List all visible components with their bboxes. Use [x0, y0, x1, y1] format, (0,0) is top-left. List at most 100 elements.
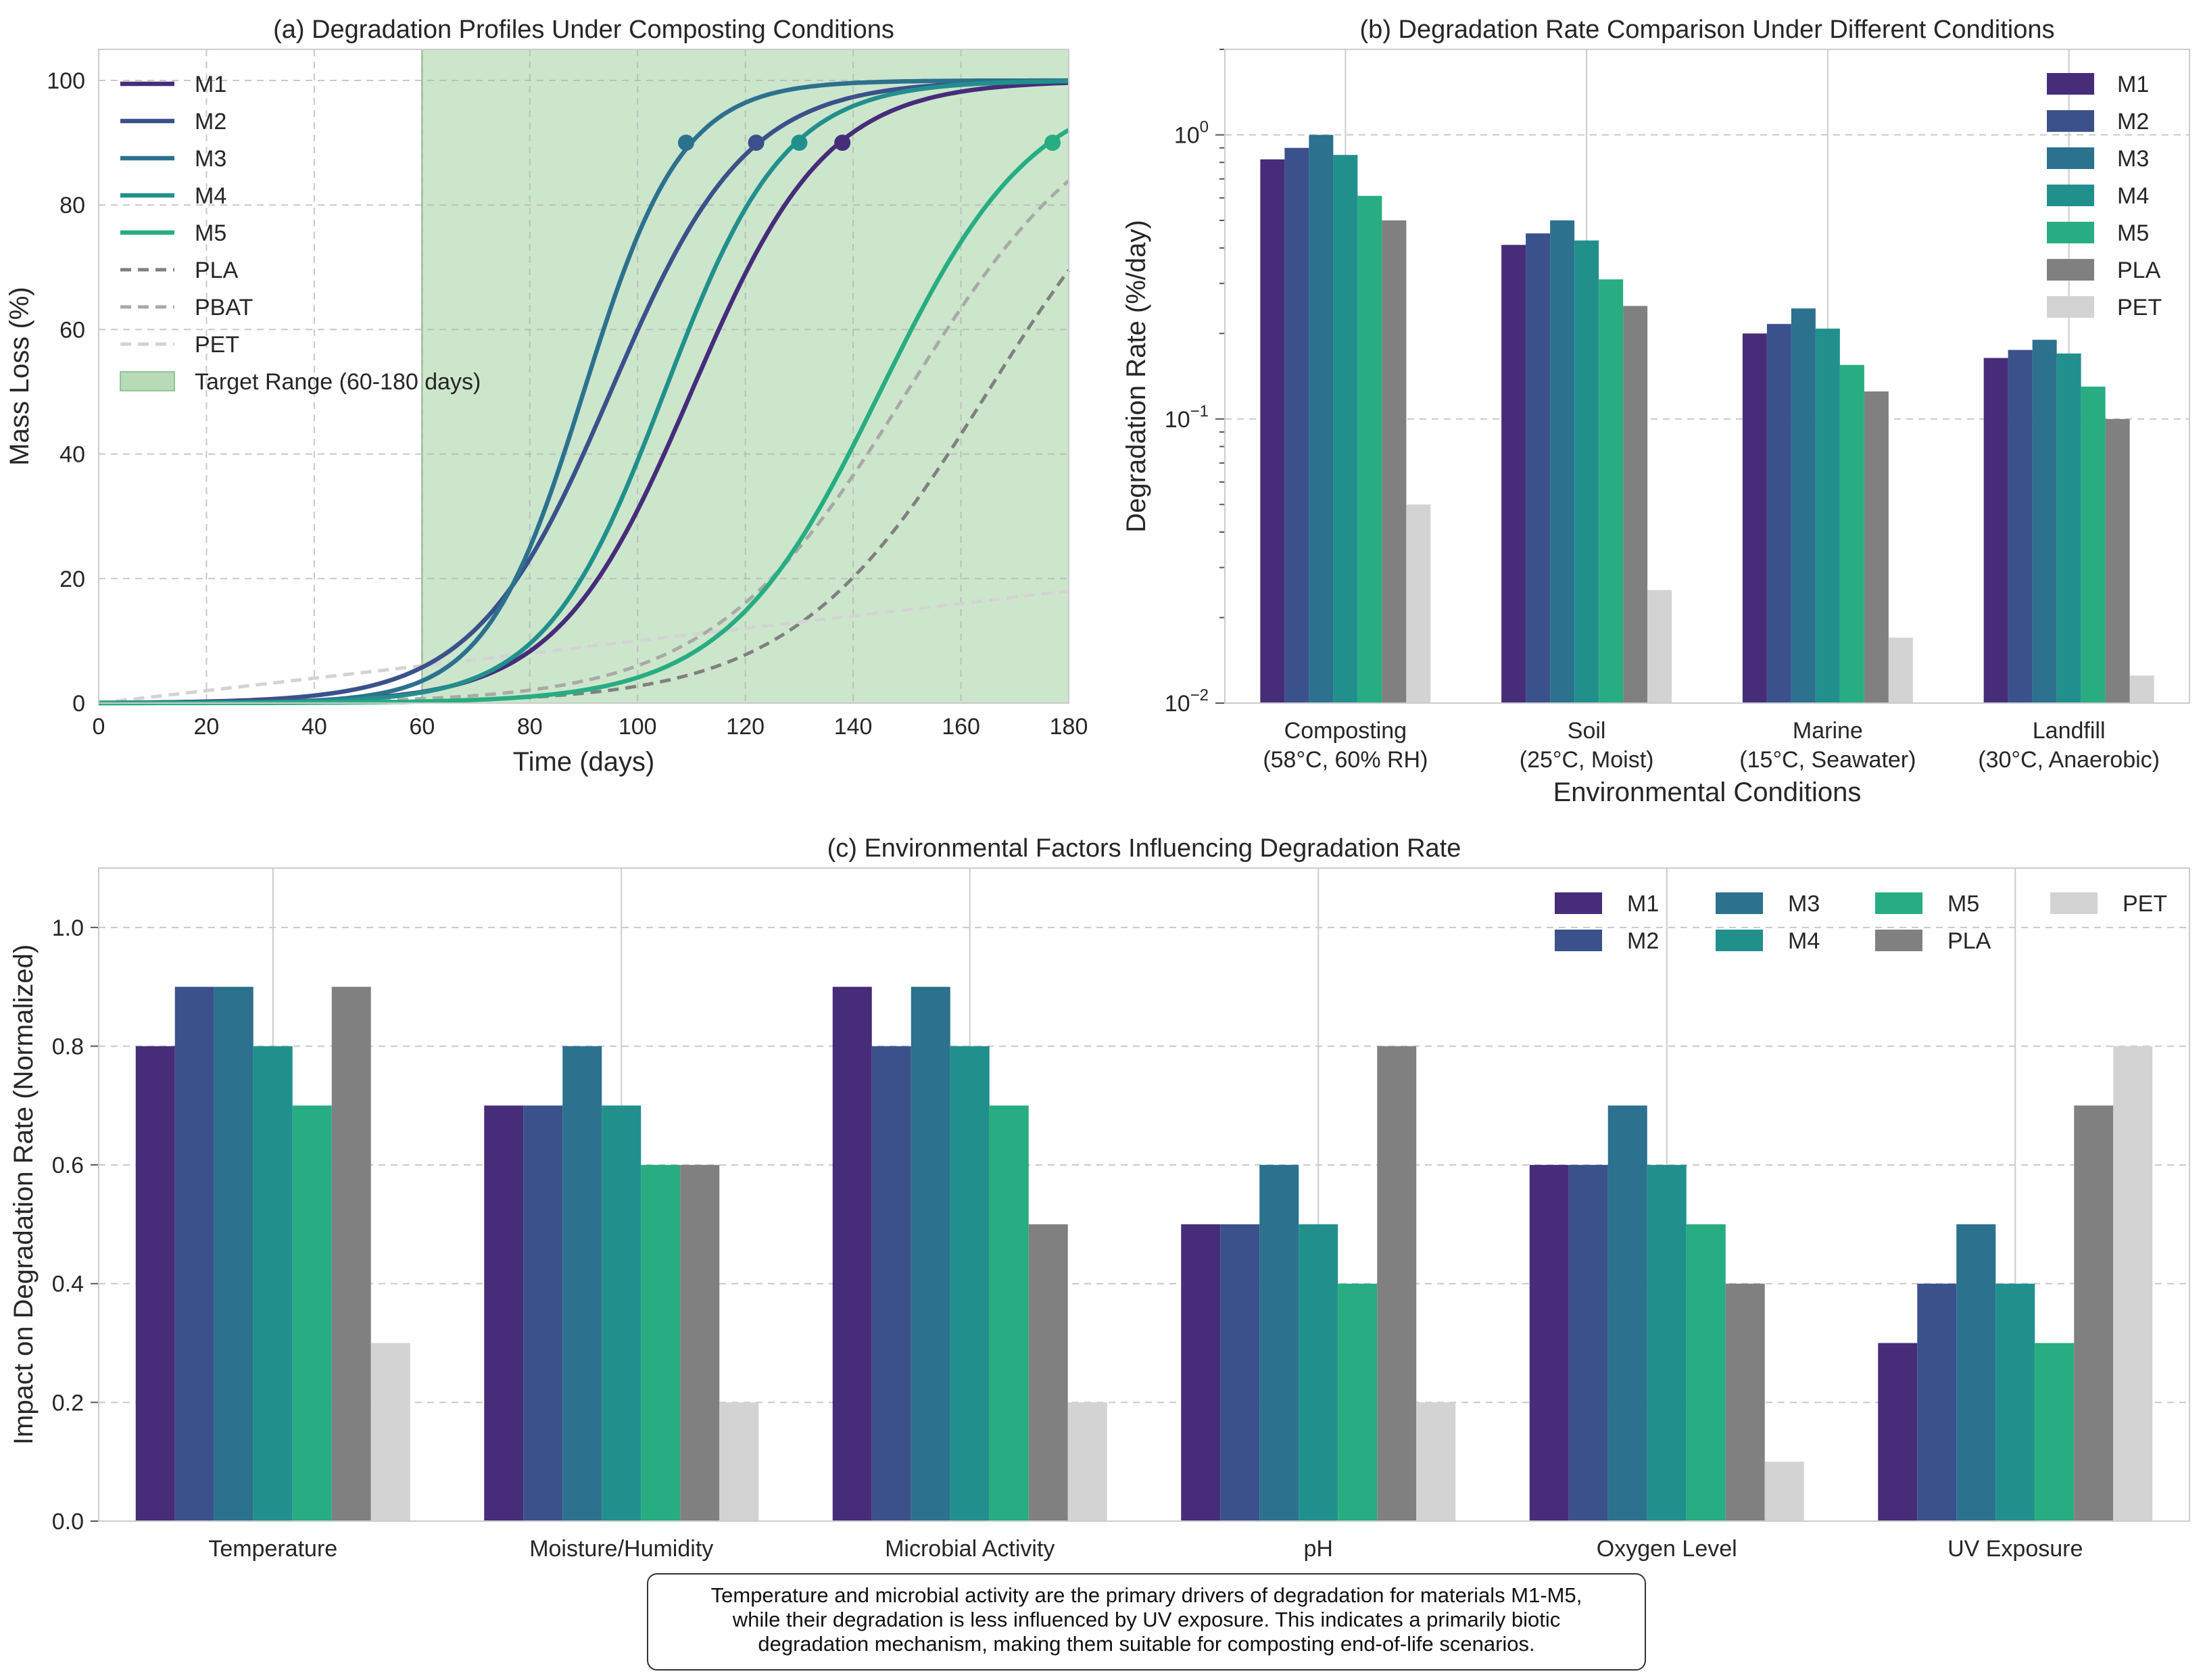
y-tick-exponent: −1 [1190, 402, 1209, 421]
legend-label-m2: M2 [1627, 928, 1659, 954]
x-tick-label: 160 [942, 714, 980, 740]
bar-m2 [871, 1046, 911, 1521]
y-tick-label: 80 [59, 193, 85, 218]
legend-swatch-target-range [120, 371, 175, 391]
bar-pla [1028, 1224, 1068, 1521]
bar-pet [2113, 1046, 2153, 1521]
y-tick-label: 0.0 [52, 1509, 84, 1535]
panel-b-bars [1260, 135, 2154, 704]
panel-a-xlabel: Time (days) [513, 747, 655, 777]
annotation-line-2: while their degradation is less influenc… [732, 1608, 1561, 1631]
legend-label-pla: PLA [1947, 928, 1991, 954]
legend-label-m1: M1 [1627, 891, 1659, 917]
bar-m2 [1568, 1165, 1608, 1521]
panel-b-frame [1224, 49, 2190, 704]
x-tick-label: Temperature [208, 1536, 337, 1562]
bar-m3 [1309, 135, 1334, 703]
y-tick-label: 20 [59, 567, 85, 592]
legend-swatch-pla [2047, 259, 2094, 281]
bar-m5 [1338, 1283, 1378, 1521]
bar-m5 [2081, 386, 2106, 703]
panel-a-frame [98, 49, 1069, 704]
bar-m4 [1647, 1165, 1687, 1521]
x-tick-label: 80 [517, 714, 543, 740]
bar-m4 [1333, 155, 1358, 704]
panel-b-legend: M1 M2 M3 M4 M5 PLA PET [2047, 72, 2162, 320]
x-tick-label: 0 [93, 714, 105, 740]
bar-pla [2074, 1105, 2114, 1521]
legend-swatch-m4 [2047, 185, 2094, 206]
x-tick-label: Composting [1284, 718, 1407, 744]
x-tick-label: (30°C, Anaerobic) [1978, 747, 2160, 773]
x-tick-label: (25°C, Moist) [1520, 747, 1654, 773]
bar-pet [1406, 504, 1431, 703]
target-range-area [422, 49, 1069, 703]
bar-m2 [1284, 147, 1309, 703]
bar-m1 [832, 986, 872, 1521]
bar-m2 [1526, 233, 1551, 704]
bar-m5 [989, 1105, 1029, 1521]
y-tick-label: 0.4 [52, 1272, 84, 1297]
panel-c-grid [99, 868, 2189, 1522]
bar-pet [1416, 1402, 1456, 1521]
legend-label-pbat: PBAT [195, 295, 253, 320]
legend-label-m1: M1 [2117, 72, 2149, 97]
legend-label-target-range: Target Range (60-180 days) [195, 369, 481, 395]
bar-pet [1764, 1462, 1804, 1521]
legend-label-m5: M5 [1947, 891, 1979, 917]
x-tick-label: UV Exposure [1947, 1536, 2083, 1562]
bar-pla [331, 986, 371, 1521]
bar-pla [1864, 391, 1889, 703]
annotation-line-1: Temperature and microbial activity are t… [711, 1583, 1582, 1607]
y-tick-label: 0 [72, 691, 85, 717]
legend-label-m3: M3 [195, 146, 226, 172]
y-tick-label: 100 [47, 68, 85, 94]
bar-pet [1647, 590, 1672, 703]
bar-m1 [1501, 245, 1526, 703]
marker-m1 [834, 135, 851, 151]
x-tick-label: 40 [301, 714, 327, 740]
annotation-box: Temperature and microbial activity are t… [647, 1573, 1646, 1671]
panel-c-frame [98, 867, 2190, 1522]
bar-m3 [214, 986, 253, 1521]
legend-label-m4: M4 [2117, 183, 2149, 209]
x-tick-label: Soil [1568, 718, 1606, 744]
y-tick-label: 1.0 [52, 915, 84, 941]
legend-label-pla: PLA [195, 258, 239, 283]
bar-m2 [1766, 324, 1791, 703]
y-tick-label: 0.8 [52, 1034, 84, 1059]
bar-m1 [1529, 1165, 1569, 1521]
panel-b-ylabel: Degradation Rate (%/day) [1121, 220, 1151, 532]
bar-m4 [253, 1046, 293, 1521]
legend-label-pet: PET [2123, 891, 2167, 917]
panel-a-ticks: 0 20 40 60 80 100 120 140 160 180 0 20 40 60 80 100 [47, 68, 1088, 740]
legend-swatch-m1 [2047, 73, 2094, 95]
y-tick-label: 0.2 [52, 1390, 84, 1416]
bar-m3 [1259, 1165, 1299, 1521]
bar-m3 [1607, 1105, 1647, 1521]
legend-swatch-m3 [1716, 892, 1763, 914]
legend-swatch-m2 [1555, 930, 1602, 951]
bar-pet [370, 1343, 410, 1521]
bar-pet [719, 1402, 759, 1521]
panel-a-ylabel: Mass Loss (%) [5, 287, 34, 466]
y-tick-label: 0.6 [52, 1153, 84, 1178]
bar-m3 [1956, 1224, 1996, 1521]
bar-m5 [1686, 1224, 1726, 1521]
panel-c-title: (c) Environmental Factors Influencing De… [827, 834, 1461, 863]
bar-m4 [2056, 353, 2081, 703]
x-tick-label: 120 [726, 714, 765, 740]
y-tick-label: 10−1 [1165, 402, 1209, 433]
legend-swatch-pla [1875, 930, 1922, 951]
legend-label-m3: M3 [1788, 891, 1820, 917]
x-tick-label: Oxygen Level [1597, 1536, 1737, 1562]
x-tick-label: 60 [409, 714, 435, 740]
bar-pet [1888, 638, 1913, 703]
x-tick-label: (15°C, Seawater) [1739, 747, 1916, 773]
marker-m3 [677, 135, 694, 151]
y-tick-label: 40 [59, 442, 85, 468]
legend-swatch-m3 [2047, 147, 2094, 169]
bar-pla [1382, 220, 1407, 703]
panel-a-legend: M1 M2 M3 M4 M5 PLA PBAT PET Target Range (60-180… [120, 72, 481, 395]
